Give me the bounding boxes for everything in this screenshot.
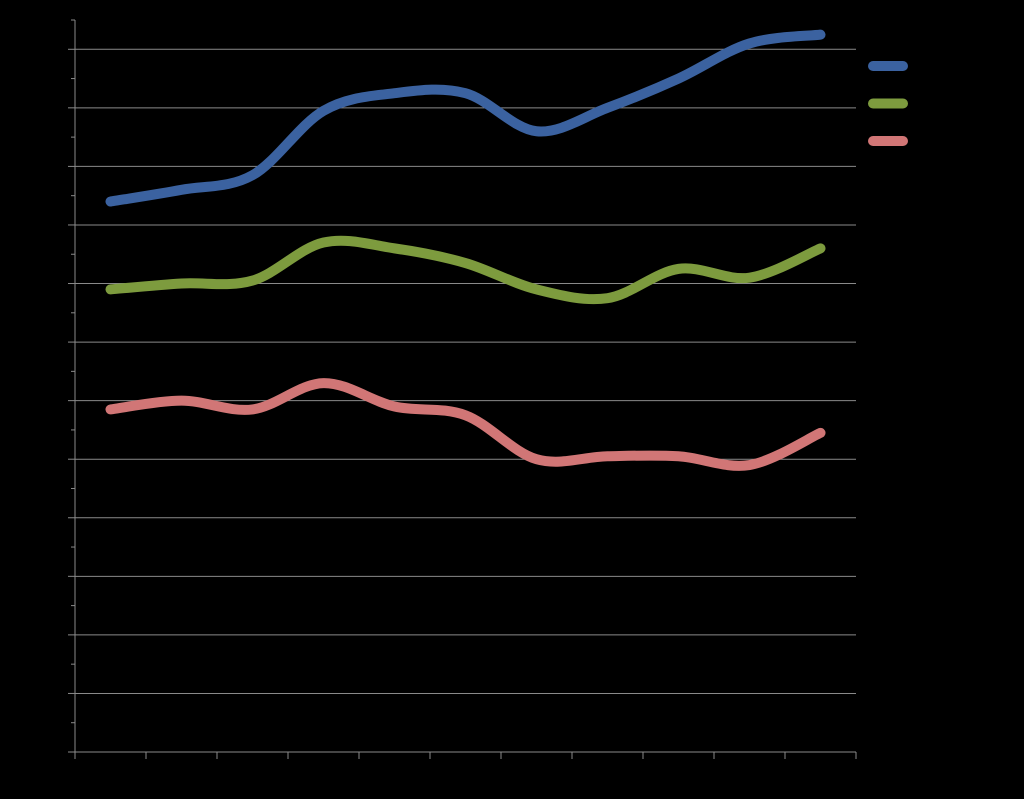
series-line xyxy=(105,235,826,305)
series-line xyxy=(105,29,826,207)
series-line xyxy=(105,378,826,471)
